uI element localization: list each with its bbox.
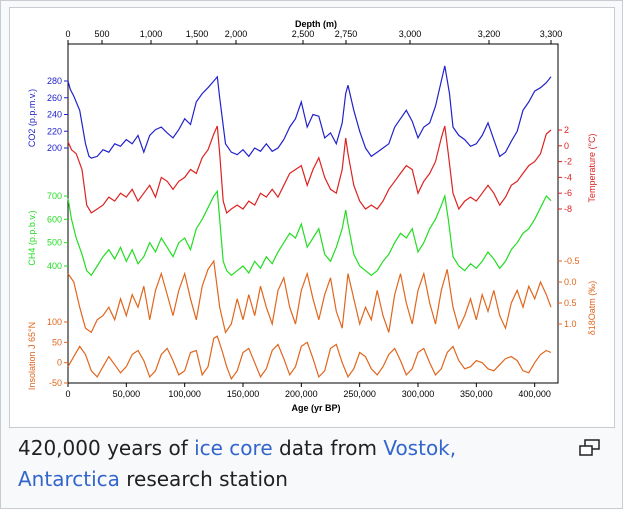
co2-axis-label: CO2 (p.p.m.v.) <box>27 89 37 147</box>
link-ice-core[interactable]: ice core <box>194 436 273 460</box>
temp-tick-label: -4 <box>564 172 572 182</box>
x-tick-label: 400,000 <box>518 389 551 399</box>
ch4-tick-label: 600 <box>47 214 62 224</box>
x-tick-label: 100,000 <box>168 389 201 399</box>
d18o-series-line <box>67 259 552 334</box>
top-axis-label: Depth (m) <box>295 19 337 29</box>
figure-image[interactable]: 0 500 1,000 1,500 2,000 2,500 2,750 3,000 3,200 3… <box>9 7 615 428</box>
d18o-tick-label: 0.5 <box>564 298 577 308</box>
insolation-tick-label: 0 <box>57 358 62 368</box>
insolation-axis-label: Insolation J 65°N <box>27 322 37 390</box>
link-vostok-antarctica[interactable]: Vostok, Antarctica <box>18 436 457 491</box>
co2-tick-label: 240 <box>47 110 62 120</box>
top-tick-label: 3,300 <box>540 29 563 39</box>
d18o-tick-label: 0.0 <box>564 277 577 287</box>
d18o-axis-label: δ18Oatm (‰) <box>587 281 597 336</box>
d18o-tick-label: -0.5 <box>564 256 580 266</box>
insolation-series-line <box>67 335 552 381</box>
co2-tick-label: 220 <box>47 126 62 136</box>
ch4-tick-label: 400 <box>47 261 62 271</box>
ch4-tick-label: 700 <box>47 191 62 201</box>
enlarge-icon[interactable] <box>578 439 602 457</box>
temp-tick-label: -2 <box>564 157 572 167</box>
caption-prefix: 420,000 years of <box>18 436 195 460</box>
caption-suffix: research station <box>119 467 288 491</box>
x-tick-label: 0 <box>65 389 70 399</box>
temperature-series-line <box>67 125 552 214</box>
ch4-series-line <box>67 189 552 277</box>
ch4-tick-label: 500 <box>47 238 62 248</box>
insolation-tick-label: -50 <box>49 378 62 388</box>
caption-middle: data from <box>272 436 384 460</box>
top-tick-label: 3,200 <box>478 29 501 39</box>
x-tick-label: 150,000 <box>227 389 260 399</box>
x-tick-label: 250,000 <box>343 389 376 399</box>
top-tick-label: 2,750 <box>335 29 358 39</box>
temperature-axis-label: Temperature (°C) <box>587 133 597 202</box>
top-tick-label: 3,000 <box>399 29 422 39</box>
top-tick-label: 2,000 <box>225 29 248 39</box>
vostok-chart: 0 500 1,000 1,500 2,000 2,500 2,750 3,000 3,200 3… <box>27 19 597 413</box>
temp-tick-label: -6 <box>564 188 572 198</box>
x-tick-label: 50,000 <box>113 389 141 399</box>
top-tick-label: 0 <box>65 29 70 39</box>
insolation-tick-label: 50 <box>52 337 62 347</box>
image-caption: 420,000 years of ice core data from Vost… <box>18 433 558 495</box>
x-tick-label: 200,000 <box>285 389 318 399</box>
top-tick-label: 1,000 <box>140 29 163 39</box>
co2-tick-label: 260 <box>47 93 62 103</box>
co2-tick-label: 200 <box>47 143 62 153</box>
top-tick-label: 2,500 <box>292 29 315 39</box>
top-tick-label: 500 <box>94 29 109 39</box>
temp-tick-label: 2 <box>564 125 569 135</box>
x-tick-label: 350,000 <box>460 389 493 399</box>
x-axis-label: Age (yr BP) <box>291 403 340 413</box>
ch4-axis-label: CH4 (p.p.b.v.) <box>27 210 37 265</box>
top-tick-label: 1,500 <box>186 29 209 39</box>
d18o-tick-label: 1.0 <box>564 319 577 329</box>
plot-frame <box>67 43 559 384</box>
temp-tick-label: -8 <box>564 204 572 214</box>
insolation-tick-label: 100 <box>47 317 62 327</box>
temp-tick-label: 0 <box>564 141 569 151</box>
x-tick-label: 300,000 <box>402 389 435 399</box>
co2-series-line <box>67 65 552 159</box>
co2-tick-label: 280 <box>47 76 62 86</box>
